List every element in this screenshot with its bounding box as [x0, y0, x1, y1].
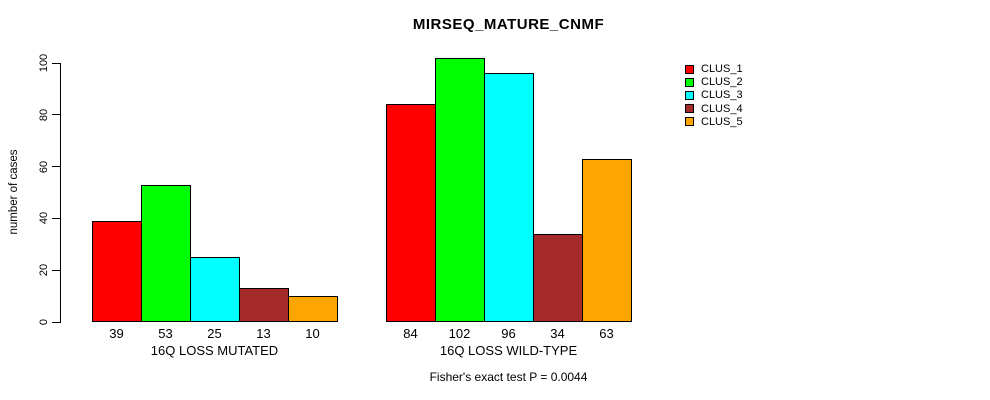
- bar-value-label: 10: [305, 326, 320, 341]
- legend-label: CLUS_4: [701, 102, 743, 115]
- bar-value-label: 34: [550, 326, 565, 341]
- y-axis-tick-label: 60: [38, 160, 50, 173]
- chart-subtitle: Fisher's exact test P = 0.0044: [429, 370, 588, 384]
- legend-color-swatch: [685, 64, 694, 74]
- bar-clus_5: [582, 159, 632, 322]
- bar-clus_3: [484, 73, 534, 322]
- legend-item: CLUS_3: [685, 89, 743, 101]
- y-axis-tick-label: 80: [38, 108, 50, 121]
- bar-value-label: 39: [109, 326, 124, 341]
- legend-item: CLUS_4: [685, 103, 743, 115]
- legend-label: CLUS_2: [701, 76, 743, 89]
- bar-value-label: 63: [599, 326, 614, 341]
- y-axis-tick: [52, 114, 60, 116]
- legend-color-swatch: [685, 117, 694, 127]
- chart-title: MIRSEQ_MATURE_CNMF: [412, 16, 605, 33]
- y-axis-tick-label: 20: [38, 264, 50, 277]
- legend-label: CLUS_1: [701, 63, 743, 75]
- bar-value-label: 53: [158, 326, 173, 341]
- bar-value-label: 84: [403, 326, 418, 341]
- bar-clus_1: [92, 221, 142, 322]
- y-axis-tick: [52, 321, 60, 323]
- bar-value-label: 13: [256, 326, 271, 341]
- legend-item: CLUS_2: [685, 76, 743, 88]
- bar-clus_2: [435, 58, 485, 322]
- legend-item: CLUS_5: [685, 116, 743, 128]
- group-label: 16Q LOSS MUTATED: [150, 343, 279, 358]
- y-axis-tick: [52, 62, 60, 64]
- legend-color-swatch: [685, 104, 694, 114]
- y-axis-tick-label: 40: [38, 212, 50, 225]
- bar-clus_2: [141, 185, 191, 322]
- group-label: 16Q LOSS WILD-TYPE: [439, 343, 578, 358]
- y-axis-tick-label: 0: [38, 318, 50, 326]
- legend-color-swatch: [685, 90, 694, 100]
- bar-clus_1: [386, 104, 436, 322]
- bar-clus_4: [533, 234, 583, 322]
- bar-value-label: 102: [448, 326, 471, 341]
- legend-color-swatch: [685, 77, 694, 87]
- legend-item: CLUS_1: [685, 63, 743, 75]
- bar-clus_3: [190, 257, 240, 322]
- y-axis-tick-label: 100: [38, 53, 50, 73]
- bar-clus_4: [239, 288, 289, 322]
- y-axis-line: [60, 63, 61, 323]
- y-axis-tick: [52, 217, 60, 219]
- legend-label: CLUS_5: [701, 115, 743, 128]
- y-axis-tick: [52, 166, 60, 168]
- y-axis-tick: [52, 269, 60, 271]
- legend-label: CLUS_3: [701, 89, 743, 102]
- bar-clus_5: [288, 296, 338, 322]
- bar-value-label: 96: [501, 326, 516, 341]
- bar-value-label: 25: [207, 326, 222, 341]
